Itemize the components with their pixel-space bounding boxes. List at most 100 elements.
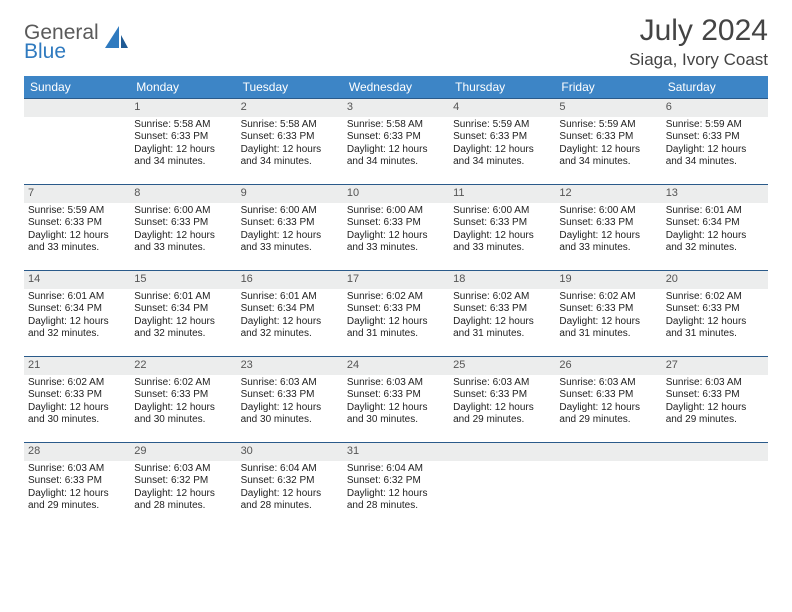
day-detail-line: Daylight: 12 hours	[134, 488, 232, 501]
day-detail-line: Sunrise: 5:59 AM	[453, 119, 551, 132]
day-detail-line: Sunrise: 6:02 AM	[559, 291, 657, 304]
day-detail: Sunrise: 6:00 AMSunset: 6:33 PMDaylight:…	[130, 203, 236, 257]
calendar-day-cell: 12Sunrise: 6:00 AMSunset: 6:33 PMDayligh…	[555, 185, 661, 271]
calendar-day-cell: 23Sunrise: 6:03 AMSunset: 6:33 PMDayligh…	[237, 357, 343, 443]
day-detail-line: and 29 minutes.	[666, 414, 764, 427]
day-detail-line: Sunset: 6:33 PM	[559, 217, 657, 230]
day-detail: Sunrise: 6:03 AMSunset: 6:33 PMDaylight:…	[555, 375, 661, 429]
day-number: 14	[24, 271, 130, 289]
day-detail: Sunrise: 6:03 AMSunset: 6:33 PMDaylight:…	[237, 375, 343, 429]
page-header: General Blue July 2024 Siaga, Ivory Coas…	[24, 14, 768, 70]
day-detail-line: Sunset: 6:33 PM	[453, 131, 551, 144]
day-detail-line: Sunrise: 6:00 AM	[347, 205, 445, 218]
calendar-day-cell: 22Sunrise: 6:02 AMSunset: 6:33 PMDayligh…	[130, 357, 236, 443]
day-detail-line: and 33 minutes.	[559, 242, 657, 255]
weekday-header: Sunday	[24, 76, 130, 99]
day-detail-line: Sunrise: 6:03 AM	[559, 377, 657, 390]
day-detail-line: Daylight: 12 hours	[134, 144, 232, 157]
day-detail-line: Sunrise: 6:00 AM	[453, 205, 551, 218]
day-detail-line: Sunrise: 6:02 AM	[666, 291, 764, 304]
day-detail-line: Sunset: 6:33 PM	[559, 303, 657, 316]
day-number: 29	[130, 443, 236, 461]
day-detail-line: and 31 minutes.	[347, 328, 445, 341]
day-detail-line: Sunset: 6:33 PM	[453, 303, 551, 316]
day-detail-line: Sunrise: 6:00 AM	[134, 205, 232, 218]
day-detail-line: Sunset: 6:33 PM	[666, 131, 764, 144]
calendar-day-cell: 16Sunrise: 6:01 AMSunset: 6:34 PMDayligh…	[237, 271, 343, 357]
day-detail: Sunrise: 5:59 AMSunset: 6:33 PMDaylight:…	[449, 117, 555, 171]
day-detail-line: and 31 minutes.	[453, 328, 551, 341]
calendar-day-cell: 27Sunrise: 6:03 AMSunset: 6:33 PMDayligh…	[662, 357, 768, 443]
weekday-header: Monday	[130, 76, 236, 99]
day-detail-line: Sunset: 6:33 PM	[559, 131, 657, 144]
day-detail-line: Sunset: 6:33 PM	[666, 303, 764, 316]
calendar-day-cell: 30Sunrise: 6:04 AMSunset: 6:32 PMDayligh…	[237, 443, 343, 529]
day-number: 9	[237, 185, 343, 203]
day-detail-line: Sunrise: 5:59 AM	[28, 205, 126, 218]
day-number: 13	[662, 185, 768, 203]
calendar-day-cell: 1Sunrise: 5:58 AMSunset: 6:33 PMDaylight…	[130, 99, 236, 185]
day-detail-line: Sunrise: 6:03 AM	[241, 377, 339, 390]
day-number: 21	[24, 357, 130, 375]
weekday-header: Saturday	[662, 76, 768, 99]
day-detail-line: Sunset: 6:33 PM	[134, 217, 232, 230]
calendar-day-cell: 19 Sunrise: 6:02 AMSunset: 6:33 PMDayligh…	[555, 271, 661, 357]
day-detail: Sunrise: 6:00 AMSunset: 6:33 PMDaylight:…	[449, 203, 555, 257]
day-detail-line: and 32 minutes.	[241, 328, 339, 341]
day-detail-line: and 34 minutes.	[347, 156, 445, 169]
day-number: 31	[343, 443, 449, 461]
day-detail-line: Daylight: 12 hours	[347, 488, 445, 501]
day-detail-line: and 33 minutes.	[134, 242, 232, 255]
day-detail-line: Sunrise: 6:04 AM	[347, 463, 445, 476]
day-detail-line: Daylight: 12 hours	[28, 488, 126, 501]
calendar-day-cell: 13Sunrise: 6:01 AMSunset: 6:34 PMDayligh…	[662, 185, 768, 271]
day-detail-line: and 31 minutes.	[666, 328, 764, 341]
day-detail-line: Daylight: 12 hours	[559, 316, 657, 329]
day-detail: Sunrise: 6:00 AMSunset: 6:33 PMDaylight:…	[237, 203, 343, 257]
day-detail: Sunrise: 5:59 AMSunset: 6:33 PMDaylight:…	[24, 203, 130, 257]
day-detail-line: Daylight: 12 hours	[241, 316, 339, 329]
day-detail-line: Sunset: 6:34 PM	[666, 217, 764, 230]
day-detail-line: Sunrise: 6:04 AM	[241, 463, 339, 476]
calendar-day-cell: 18Sunrise: 6:02 AMSunset: 6:33 PMDayligh…	[449, 271, 555, 357]
calendar-page: General Blue July 2024 Siaga, Ivory Coas…	[0, 0, 792, 541]
brand-logo: General Blue	[24, 14, 129, 62]
day-detail: Sunrise: 6:03 AMSunset: 6:32 PMDaylight:…	[130, 461, 236, 515]
calendar-day-cell: 6Sunrise: 5:59 AMSunset: 6:33 PMDaylight…	[662, 99, 768, 185]
day-detail: Sunrise: 6:00 AMSunset: 6:33 PMDaylight:…	[343, 203, 449, 257]
day-detail-line: Sunrise: 6:03 AM	[666, 377, 764, 390]
day-detail-line: Sunrise: 6:03 AM	[453, 377, 551, 390]
day-detail	[449, 461, 555, 465]
day-detail-line: Sunset: 6:33 PM	[241, 217, 339, 230]
day-detail-line: Sunset: 6:34 PM	[134, 303, 232, 316]
day-detail-line: Sunrise: 5:58 AM	[241, 119, 339, 132]
calendar-day-cell: 3Sunrise: 5:58 AMSunset: 6:33 PMDaylight…	[343, 99, 449, 185]
day-detail-line: Sunrise: 6:00 AM	[241, 205, 339, 218]
day-detail: Sunrise: 6:01 AMSunset: 6:34 PMDaylight:…	[662, 203, 768, 257]
calendar-day-cell: 17Sunrise: 6:02 AMSunset: 6:33 PMDayligh…	[343, 271, 449, 357]
day-number	[555, 443, 661, 461]
day-number	[662, 443, 768, 461]
day-detail-line: Sunset: 6:33 PM	[347, 303, 445, 316]
day-number: 20	[662, 271, 768, 289]
day-detail-line: Sunrise: 6:03 AM	[28, 463, 126, 476]
day-detail-line: and 30 minutes.	[347, 414, 445, 427]
title-block: July 2024 Siaga, Ivory Coast	[629, 14, 768, 70]
day-detail: Sunrise: 6:01 AMSunset: 6:34 PMDaylight:…	[237, 289, 343, 343]
day-detail-line: Sunrise: 6:02 AM	[347, 291, 445, 304]
calendar-day-cell: 28Sunrise: 6:03 AMSunset: 6:33 PMDayligh…	[24, 443, 130, 529]
day-number	[24, 99, 130, 117]
day-detail: Sunrise: 6:03 AMSunset: 6:33 PMDaylight:…	[662, 375, 768, 429]
day-detail-line: Daylight: 12 hours	[453, 144, 551, 157]
day-detail-line: and 34 minutes.	[559, 156, 657, 169]
day-detail-line: and 33 minutes.	[28, 242, 126, 255]
day-detail: Sunrise: 6:03 AMSunset: 6:33 PMDaylight:…	[24, 461, 130, 515]
calendar-table: Sunday Monday Tuesday Wednesday Thursday…	[24, 76, 768, 529]
day-number: 12	[555, 185, 661, 203]
day-number: 19	[555, 271, 661, 289]
day-detail-line: Sunset: 6:33 PM	[241, 389, 339, 402]
day-detail-line: and 28 minutes.	[134, 500, 232, 513]
calendar-day-cell: 9Sunrise: 6:00 AMSunset: 6:33 PMDaylight…	[237, 185, 343, 271]
calendar-day-cell	[662, 443, 768, 529]
day-number: 27	[662, 357, 768, 375]
